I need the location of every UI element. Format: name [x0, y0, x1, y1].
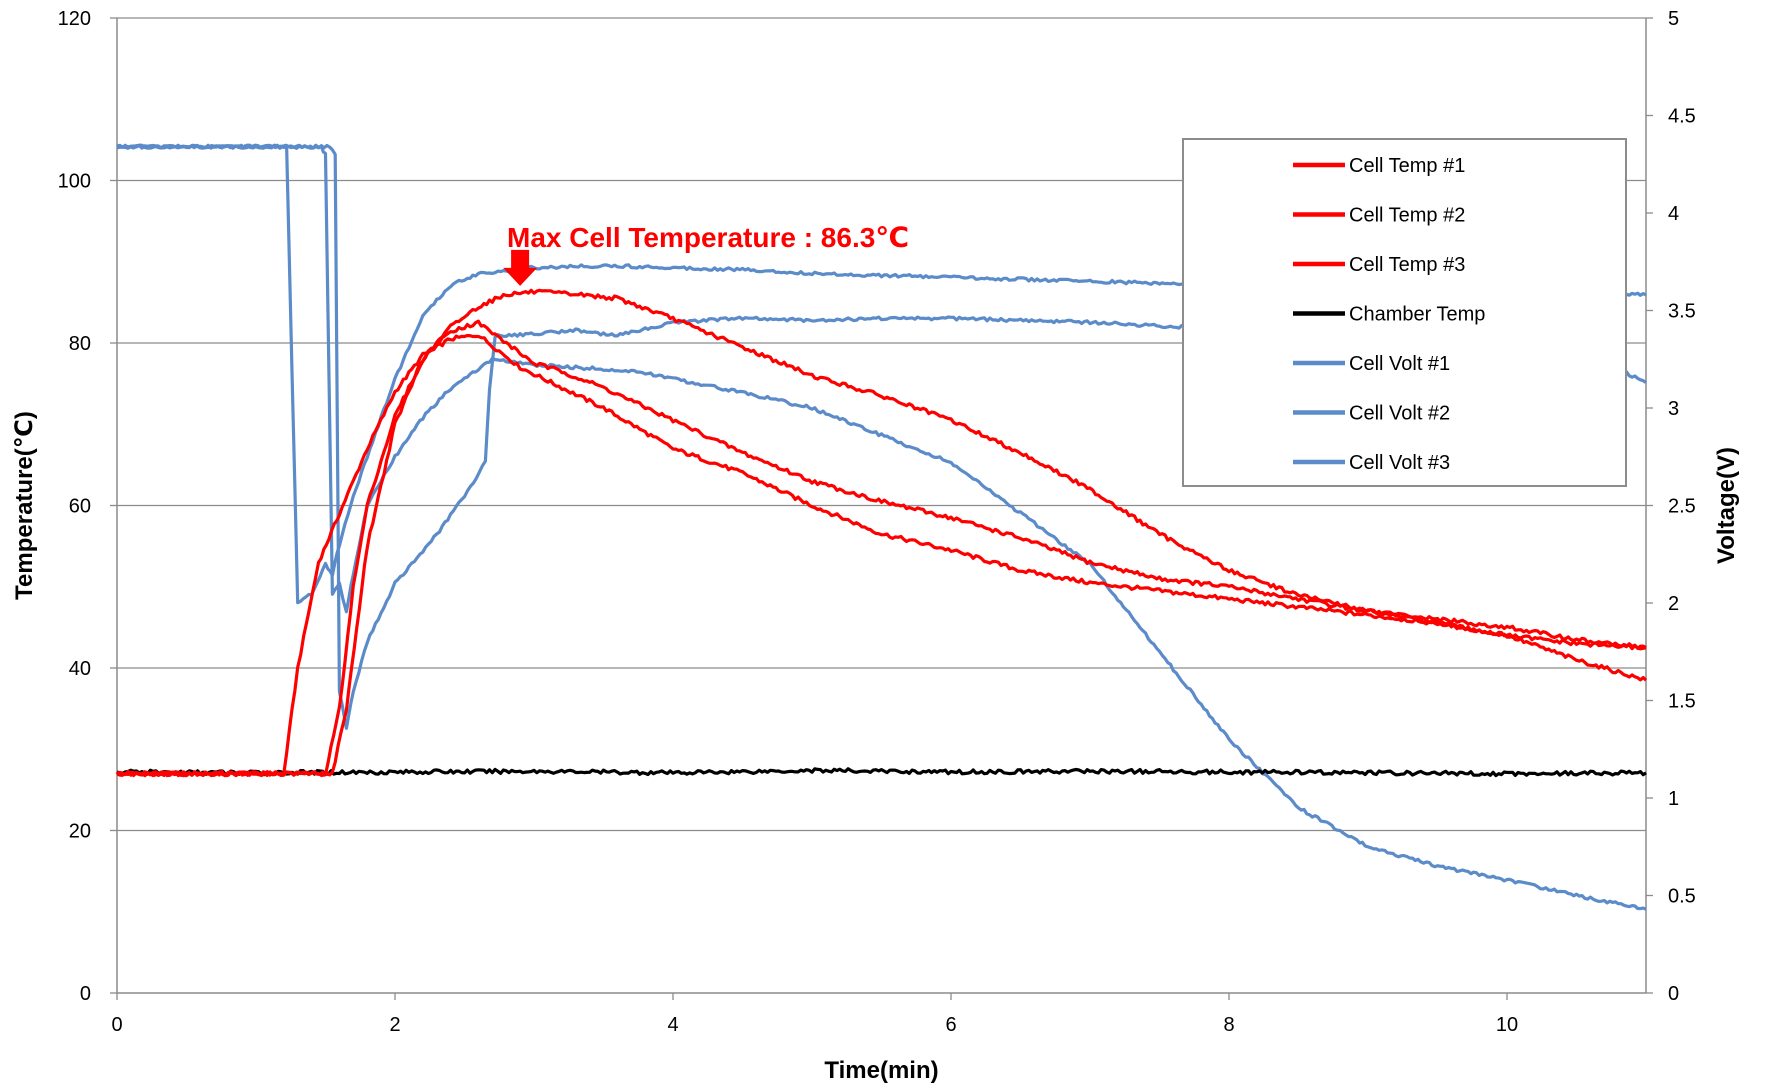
y-tick-label: 120: [58, 8, 91, 30]
legend-label: Cell Temp #3: [1349, 254, 1465, 276]
legend-label: Cell Temp #1: [1349, 155, 1465, 177]
y-tick-label: 20: [69, 821, 91, 843]
y-tick-label: 40: [69, 658, 91, 680]
annotation-arrow-icon: [503, 249, 538, 286]
x-tick-label: 6: [945, 1014, 956, 1036]
x-tick-label: 0: [111, 1014, 122, 1036]
legend-label: Chamber Temp: [1349, 304, 1485, 326]
y2-tick-label: 3.5: [1668, 301, 1696, 323]
y2-tick-label: 4.5: [1668, 106, 1696, 128]
series-line-cell-temp-3: [115, 288, 1647, 778]
x-tick-label: 8: [1223, 1014, 1234, 1036]
y-axis-title: Temperature(℃): [11, 411, 38, 600]
y-tick-label: 60: [69, 496, 91, 518]
gridlines: [117, 17, 1646, 832]
legend-label: Cell Volt #2: [1349, 403, 1450, 425]
y2-tick-label: 1.5: [1668, 691, 1696, 713]
annotation: Max Cell Temperature : 86.3℃: [503, 222, 909, 286]
legend-label: Cell Volt #1: [1349, 353, 1450, 375]
y2-tick-label: 2: [1668, 593, 1679, 615]
series-line-cell-temp-2: [116, 319, 1647, 778]
y2-tick-label: 5: [1668, 8, 1679, 30]
legend-label: Cell Temp #2: [1349, 205, 1465, 227]
y2-tick-label: 1: [1668, 788, 1679, 810]
x-tick-label: 10: [1496, 1014, 1518, 1036]
series-line-cell-temp-1: [115, 333, 1648, 778]
y2-tick-label: 0: [1668, 983, 1679, 1005]
legend: Cell Temp #1 Cell Temp #2 Cell Temp #3 Cham…: [1182, 138, 1627, 487]
legend-box: [1182, 138, 1627, 487]
y-tick-label: 100: [58, 171, 91, 193]
y2-axis-title: Voltage(V): [1713, 447, 1740, 564]
x-tick-label: 2: [389, 1014, 400, 1036]
y2-tick-label: 0.5: [1668, 886, 1696, 908]
legend-label: Cell Volt #3: [1349, 452, 1450, 474]
y2-tick-label: 2.5: [1668, 496, 1696, 518]
x-axis-title: Time(min): [824, 1057, 938, 1084]
y2-tick-label: 3: [1668, 398, 1679, 420]
x-tick-label: 4: [667, 1014, 678, 1036]
axes: 0 20 40 60 80 100 120 0 0.5 1 1.5 2 2.5 3 3.5 4 4.5 5 0 2 4 6…: [11, 8, 1740, 1084]
max-temp-annotation: Max Cell Temperature : 86.3℃: [507, 222, 909, 253]
y-tick-label: 80: [69, 333, 91, 355]
y-tick-label: 0: [80, 983, 91, 1005]
series-line-chamber-temp: [116, 767, 1647, 778]
y2-tick-label: 4: [1668, 203, 1679, 225]
